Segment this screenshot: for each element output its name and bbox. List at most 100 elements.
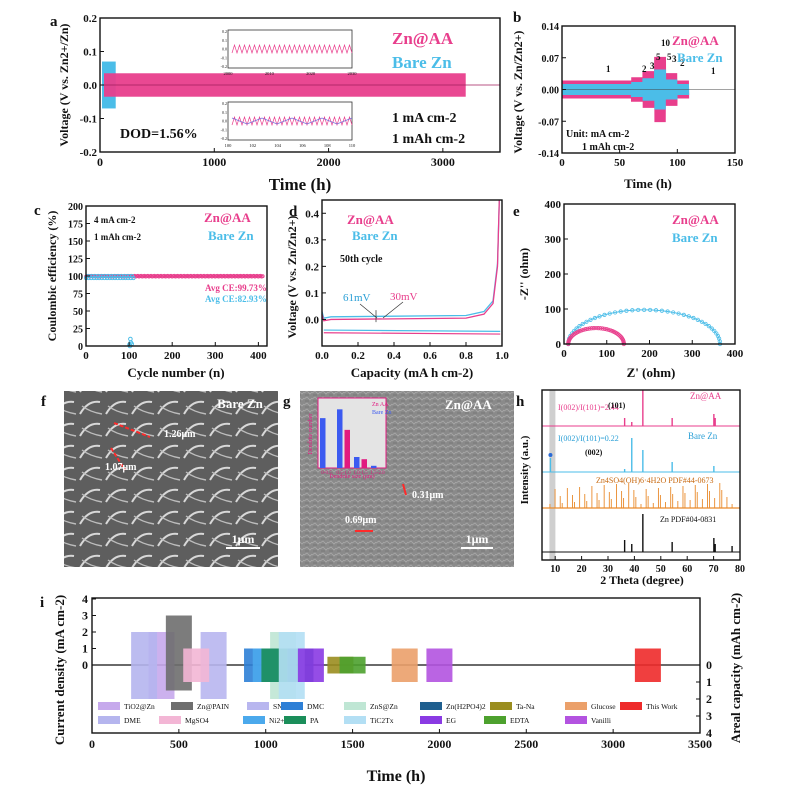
series-bare-zn bbox=[588, 317, 593, 322]
hist-x-label: Dendrite size (μm) bbox=[329, 473, 374, 480]
legend-label: TiO2@Zn bbox=[124, 702, 155, 711]
rate-label: 2 bbox=[642, 64, 647, 74]
y-tick-label: -0.1 bbox=[80, 114, 97, 126]
hist-bar-bare-zn bbox=[354, 457, 360, 468]
series-zn-aa bbox=[321, 199, 500, 322]
legend-label: DME bbox=[124, 716, 141, 725]
hist-x-tick-label: 0.5-1.0 bbox=[336, 471, 351, 476]
y-axis-label: -Z'' (ohm) bbox=[517, 248, 531, 300]
x-tick-label: 3500 bbox=[688, 737, 712, 751]
y-axis-label: Current density (mA cm-2) bbox=[52, 595, 67, 745]
inset-hist-frame bbox=[317, 397, 387, 469]
y2-tick-label: 0 bbox=[706, 658, 712, 672]
series-bare-zn bbox=[703, 321, 708, 327]
measure-label: 0.31μm bbox=[412, 490, 444, 501]
inset-y-tick-label: 0.1 bbox=[222, 38, 227, 43]
y-tick-label: 300 bbox=[545, 234, 562, 246]
inset-x-tick-label: 2030 bbox=[348, 71, 358, 76]
hist-bar-bare-zn bbox=[371, 465, 377, 468]
x-tick-label: 0.4 bbox=[387, 350, 401, 362]
legend-swatch bbox=[171, 702, 193, 710]
inset-x-tick-label: 100 bbox=[225, 143, 233, 148]
legend-swatch bbox=[243, 716, 265, 724]
legend-zn-pdf: Zn PDF#04-0831 bbox=[660, 515, 716, 524]
y-tick-label: -0.07 bbox=[538, 117, 559, 128]
y-axis-label: Coulombic efficiency (%) bbox=[45, 211, 59, 342]
x-tick-label: 3000 bbox=[601, 737, 625, 751]
legend-label: DMC bbox=[307, 702, 324, 711]
x-tick-label: 0.0 bbox=[315, 350, 329, 362]
inset-x-tick-label: 108 bbox=[324, 143, 332, 148]
y-tick-label: 400 bbox=[545, 199, 562, 211]
bar-mgso4 bbox=[183, 648, 210, 682]
legend-swatch bbox=[484, 716, 506, 724]
legend-label: Zn@PAIN bbox=[197, 702, 230, 711]
y2-tick-label: 4 bbox=[706, 726, 712, 740]
annotation-capacity: 1 mAh cm-2 bbox=[582, 142, 634, 153]
hist-x-tick-label: 1.0-1.5 bbox=[353, 471, 368, 476]
legend-label: SN bbox=[273, 702, 283, 711]
series-bare-zn-plating bbox=[323, 329, 501, 332]
inset-top-trace bbox=[231, 43, 353, 55]
panel-label-i: i bbox=[40, 595, 44, 611]
bar-glucose bbox=[391, 648, 418, 682]
inset-bottom bbox=[227, 101, 353, 141]
panel-label-h: h bbox=[516, 394, 525, 410]
y-tick-label: 0.3 bbox=[305, 235, 319, 247]
inset-y-tick-label: 0.2 bbox=[222, 29, 227, 34]
y-tick-label: 0.1 bbox=[305, 288, 319, 300]
x-tick-label: 0.8 bbox=[459, 350, 473, 362]
annotation-30mv: 30mV bbox=[390, 291, 418, 303]
x-tick-label: 1.0 bbox=[495, 350, 509, 362]
legend-swatch bbox=[159, 716, 181, 724]
legend-label: Glucose bbox=[591, 702, 616, 711]
legend-zn-aa: Zn@AA bbox=[672, 212, 719, 227]
y2-tick-label: 3 bbox=[706, 709, 712, 723]
x-axis-label: Time (h) bbox=[269, 175, 332, 194]
inset-bottom-trace-2 bbox=[231, 117, 353, 125]
series-bare-zn bbox=[584, 319, 589, 324]
x-tick-label: 0 bbox=[559, 157, 565, 169]
annotation-capacity: 1 mAh cm-2 bbox=[392, 132, 465, 147]
series-zn-aa-plating bbox=[323, 332, 501, 335]
y-tick-label: 0 bbox=[78, 342, 83, 353]
y-axis-label: Voltage (V vs. Zn/Zn2+) bbox=[285, 216, 299, 339]
y-tick-label: 25 bbox=[73, 325, 83, 336]
sem-title-zn-aa: Zn@AA bbox=[445, 397, 492, 412]
series-bare-zn bbox=[706, 324, 711, 329]
x-tick-label: 100 bbox=[121, 350, 138, 362]
legend-zn-aa: Zn@AA bbox=[690, 391, 722, 401]
legend-swatch bbox=[420, 702, 442, 710]
x-tick-label: 40 bbox=[629, 564, 639, 575]
y-tick-label: 75 bbox=[73, 290, 83, 301]
annotation-dod: DOD=1.56% bbox=[120, 127, 198, 142]
inset-x-tick-label: 102 bbox=[249, 143, 256, 148]
rate-label: 3 bbox=[650, 61, 655, 71]
legend-zn-aa: Zn@AA bbox=[672, 33, 719, 48]
x-axis-label: Time (h) bbox=[624, 176, 672, 191]
y-tick-label: -0.2 bbox=[80, 147, 98, 159]
panel-label-e: e bbox=[513, 204, 520, 220]
panel-label-b: b bbox=[513, 10, 521, 26]
legend-zn-aa: Zn@AA bbox=[392, 29, 454, 48]
annotation-unit: Unit: mA cm-2 bbox=[566, 129, 629, 140]
legend-zn-aa: Zn@AA bbox=[204, 210, 251, 225]
scale-label: 1μm bbox=[466, 532, 489, 546]
y-tick-label: 175 bbox=[68, 220, 83, 231]
hist-bar-bare-zn bbox=[320, 418, 326, 468]
inset-bottom-trace bbox=[231, 115, 353, 127]
legend-label: ZnS@Zn bbox=[370, 702, 398, 711]
legend-bare-zn: Bare Zn bbox=[392, 53, 452, 72]
hist-x-tick-label: 1.5-2.0 bbox=[370, 471, 385, 476]
x-tick-label: 2500 bbox=[514, 737, 538, 751]
y-tick-label: 0.1 bbox=[83, 47, 97, 59]
measure-label: 1.07μm bbox=[105, 462, 137, 473]
marker-dot bbox=[548, 453, 553, 457]
legend-label: MgSO4 bbox=[185, 716, 209, 725]
y-tick-label: 200 bbox=[68, 202, 83, 213]
annotation-ratio-zn-aa: I(002)/I(101)=2.44 bbox=[558, 403, 619, 412]
panel-label-g: g bbox=[283, 394, 291, 410]
x-tick-label: 0.6 bbox=[423, 350, 437, 362]
rate-label: 3 bbox=[672, 54, 677, 64]
legend-bare-zn: Bare Zn bbox=[688, 431, 718, 441]
